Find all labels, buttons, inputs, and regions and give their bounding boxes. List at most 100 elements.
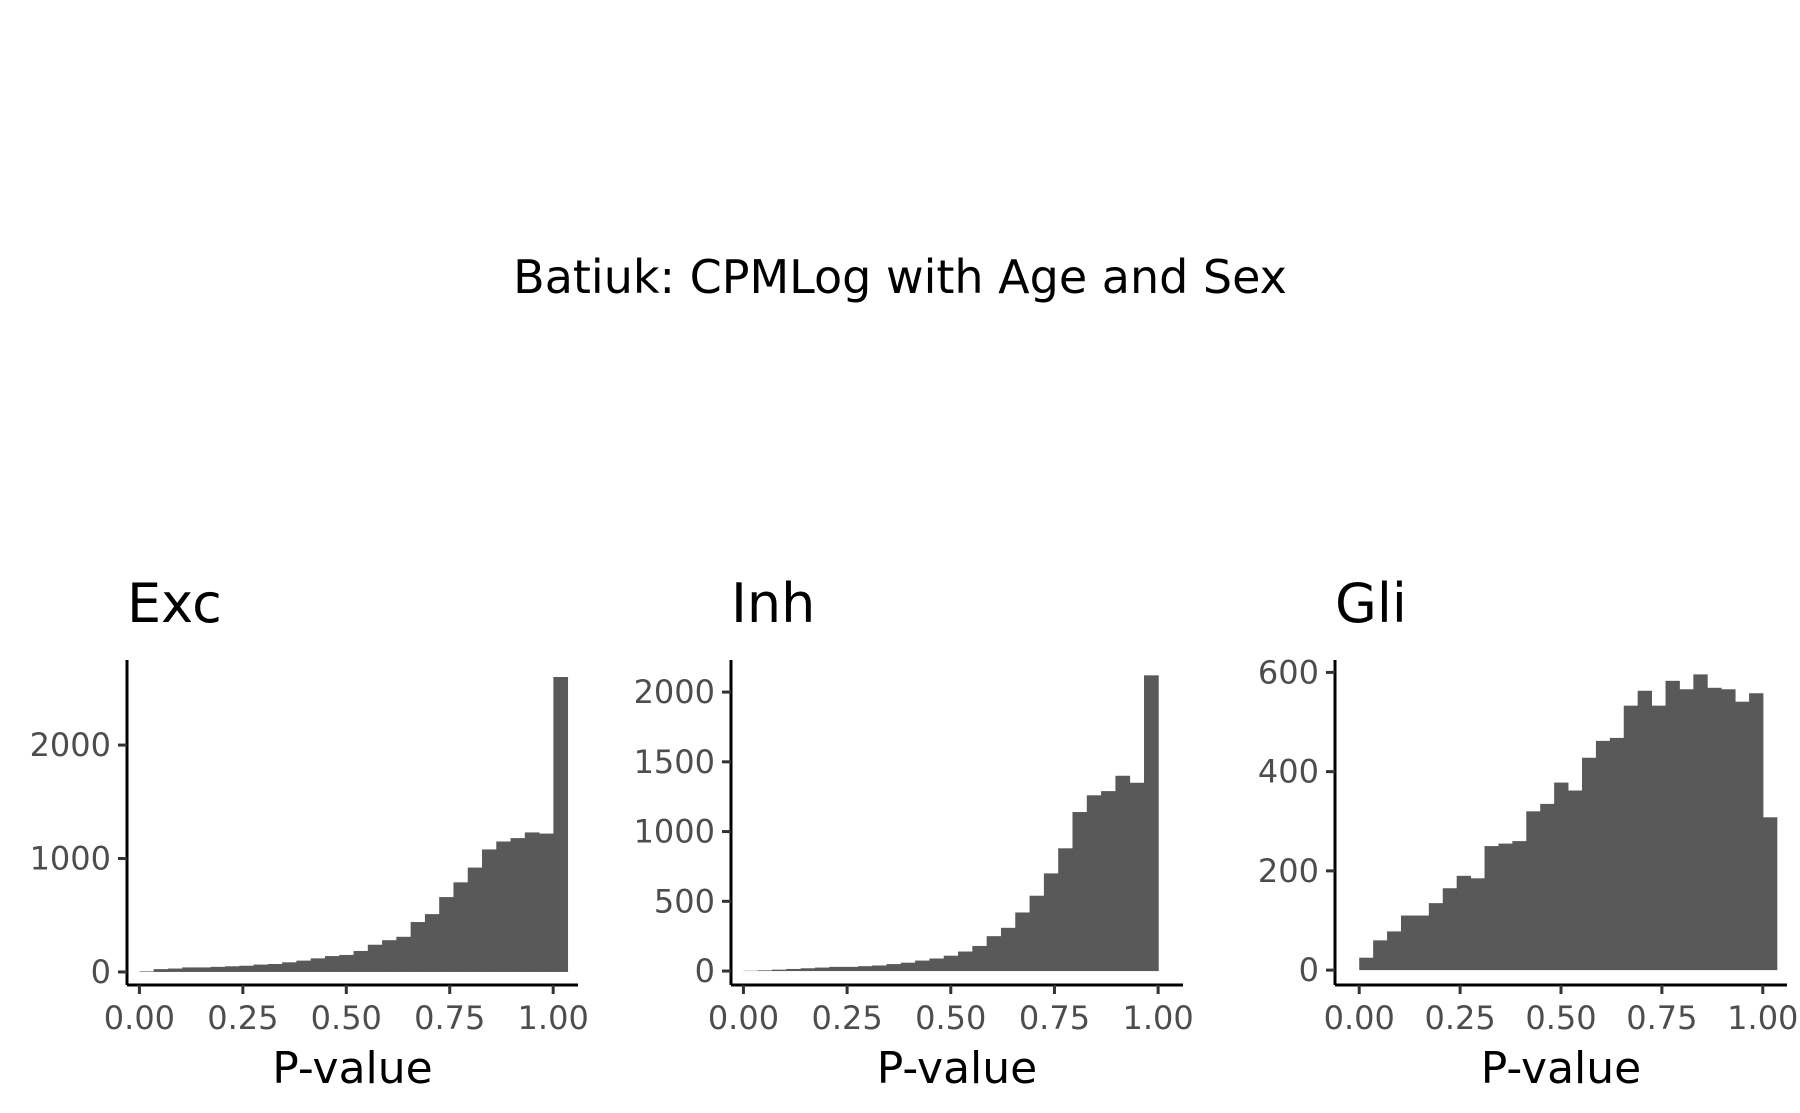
- gli-y-tick-label: 0: [1299, 951, 1319, 989]
- exc-bar-26: [510, 838, 526, 972]
- gli-bar-4: [1414, 915, 1430, 971]
- gli-bar-11: [1512, 841, 1527, 971]
- gli-bar-6: [1442, 888, 1458, 971]
- exc-bar-0: [139, 971, 155, 972]
- exc-bar-1: [153, 969, 169, 972]
- exc-bar-20: [424, 914, 440, 972]
- gli-bar-12: [1526, 811, 1541, 971]
- exc-bar-17: [382, 940, 397, 972]
- gli-x-tick-label: 0.00: [1324, 999, 1395, 1037]
- inh-bar-13: [929, 958, 945, 972]
- gli-x-tick-label: 1.00: [1727, 999, 1798, 1037]
- inh-bar-24: [1086, 795, 1102, 972]
- gli-bar-14: [1554, 782, 1569, 971]
- chart-title: Batiuk: CPMLog with Age and Sex: [513, 250, 1287, 304]
- exc-bar-5: [210, 966, 226, 972]
- inh-y-tick-label: 2000: [634, 673, 715, 711]
- gli-bar-10: [1498, 843, 1513, 971]
- exc-bar-14: [339, 954, 354, 972]
- inh-bar-14: [943, 955, 959, 972]
- gli-bar-28: [1749, 693, 1764, 971]
- inh-x-tick-label: 0.75: [1019, 999, 1090, 1037]
- inh-bar-3: [786, 968, 802, 972]
- gli-bar-0: [1359, 957, 1374, 971]
- inh-bar-25: [1101, 791, 1116, 972]
- exc-bar-6: [225, 966, 240, 972]
- gli-x-tick-label: 0.50: [1525, 999, 1596, 1037]
- inh-y-tick-label: 1000: [634, 813, 715, 851]
- gli-y-tick-label: 600: [1258, 653, 1319, 691]
- gli-panel-title: Gli: [1335, 572, 1407, 635]
- gli-bar-20: [1637, 690, 1653, 971]
- inh-bar-12: [915, 960, 930, 972]
- exc-bar-13: [324, 956, 340, 972]
- inh-bar-21: [1043, 873, 1059, 972]
- inh-bar-23: [1072, 812, 1088, 972]
- inh-x-tick-label: 1.00: [1122, 999, 1193, 1037]
- gli-x-tick-label: 0.75: [1626, 999, 1697, 1037]
- inh-bar-26: [1115, 775, 1131, 972]
- exc-bar-10: [282, 962, 297, 972]
- inh-panel-title: Inh: [731, 572, 815, 635]
- exc-bar-3: [182, 967, 197, 972]
- gli-bar-17: [1595, 740, 1611, 971]
- gli-bar-23: [1679, 689, 1694, 971]
- inh-bar-18: [1000, 927, 1016, 972]
- exc-bar-28: [539, 833, 554, 972]
- inh-bar-10: [886, 964, 902, 972]
- inh-bar-2: [772, 969, 787, 972]
- inh-bar-9: [872, 965, 887, 972]
- inh-bar-6: [829, 966, 844, 972]
- gli-bar-21: [1651, 705, 1666, 971]
- inh-bar-7: [843, 966, 859, 972]
- gli-bar-29: [1762, 817, 1778, 971]
- exc-x-tick-label: 0.25: [207, 999, 278, 1037]
- gli-x-axis-label: P-value: [1481, 1043, 1641, 1094]
- exc-y-tick-label: 1000: [30, 840, 111, 878]
- gli-bar-16: [1581, 757, 1597, 971]
- exc-bar-4: [196, 967, 212, 972]
- inh-x-tick-label: 0.50: [915, 999, 986, 1037]
- exc-x-tick-label: 0.75: [414, 999, 485, 1037]
- exc-panel-title: Exc: [127, 572, 222, 635]
- gli-bar-3: [1400, 915, 1416, 971]
- inh-bar-16: [972, 945, 988, 972]
- exc-x-axis-label: P-value: [272, 1043, 432, 1094]
- gli-bar-25: [1707, 687, 1722, 971]
- exc-bar-18: [396, 936, 412, 972]
- exc-x-tick-label: 0.00: [104, 999, 175, 1037]
- inh-y-tick-label: 500: [654, 882, 715, 920]
- exc-bar-25: [496, 841, 511, 972]
- inh-x-tick-label: 0.25: [811, 999, 882, 1037]
- inh-bar-27: [1129, 782, 1145, 972]
- inh-bar-4: [800, 968, 816, 972]
- exc-x-tick-label: 1.00: [518, 999, 589, 1037]
- gli-x-tick-label: 0.25: [1424, 999, 1495, 1037]
- gli-bar-15: [1568, 790, 1583, 971]
- exc-bar-16: [367, 944, 383, 972]
- inh-bar-1: [757, 970, 773, 972]
- gli-bar-13: [1540, 803, 1555, 971]
- exc-y-tick-label: 2000: [30, 726, 111, 764]
- exc-bar-12: [310, 958, 326, 972]
- inh-x-tick-label: 0.00: [708, 999, 779, 1037]
- exc-bar-27: [524, 832, 540, 972]
- exc-bar-7: [239, 965, 255, 972]
- inh-bar-20: [1029, 895, 1045, 972]
- exc-y-tick-label: 0: [91, 953, 111, 991]
- gli-bar-9: [1484, 846, 1499, 971]
- inh-bar-22: [1058, 848, 1073, 972]
- inh-bar-17: [986, 936, 1002, 972]
- gli-bar-18: [1609, 737, 1625, 971]
- exc-bar-21: [439, 897, 454, 972]
- exc-bar-9: [267, 964, 283, 972]
- exc-bar-2: [167, 968, 183, 972]
- inh-bar-11: [900, 962, 916, 972]
- gli-bar-19: [1623, 705, 1639, 971]
- inh-bar-19: [1015, 912, 1030, 972]
- exc-bar-8: [253, 964, 269, 972]
- inh-bar-28: [1144, 675, 1159, 972]
- exc-bar-22: [453, 882, 469, 972]
- inh-y-tick-label: 0: [695, 952, 715, 990]
